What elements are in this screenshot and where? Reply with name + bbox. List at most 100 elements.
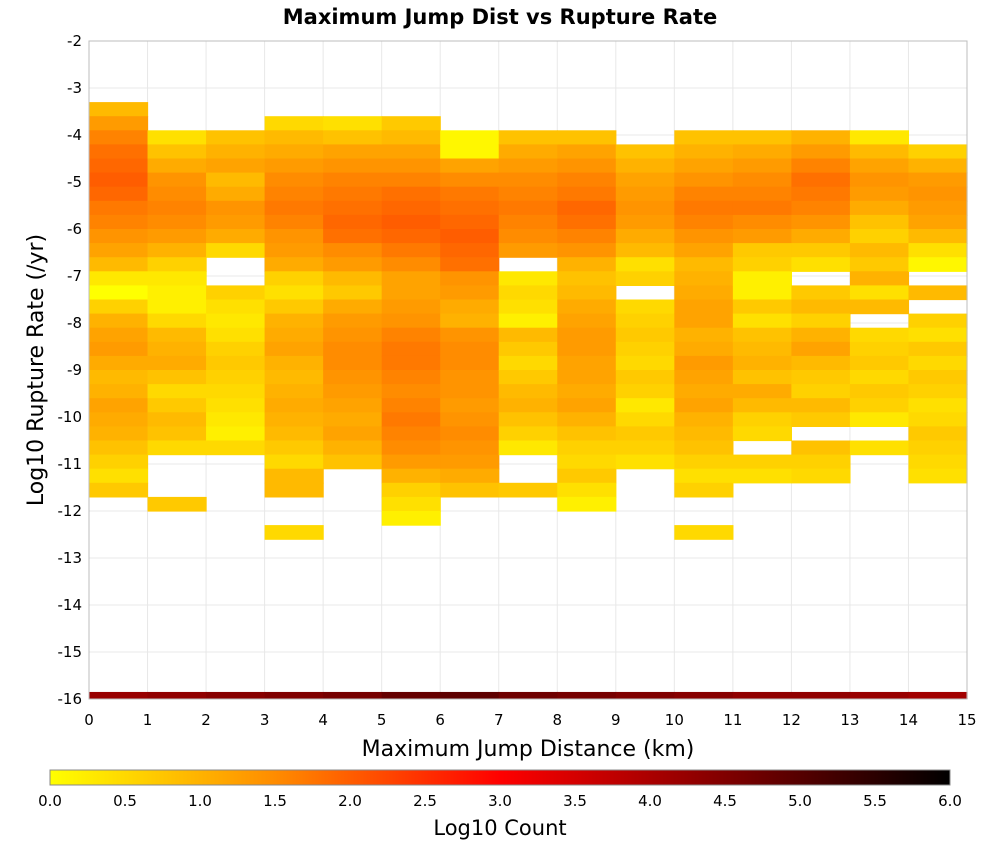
heatmap-cell — [264, 158, 324, 174]
heatmap-cell — [206, 327, 266, 343]
x-tick-label: 9 — [611, 711, 621, 729]
heatmap-cell — [381, 186, 441, 202]
heatmap-cell — [440, 271, 500, 286]
heatmap-cell — [498, 144, 558, 160]
heatmap-cell — [264, 370, 324, 385]
heatmap-cell — [264, 116, 324, 131]
heatmap-cell — [89, 271, 149, 286]
heatmap-cell — [498, 229, 558, 244]
heatmap-cell — [147, 327, 207, 343]
heatmap-cell — [381, 130, 441, 145]
y-tick-label: -11 — [58, 455, 83, 473]
heatmap-cell — [381, 299, 441, 315]
heatmap-cell — [674, 158, 734, 174]
heatmap-cell — [615, 243, 675, 258]
heatmap-cell — [732, 172, 792, 188]
heatmap-cell — [615, 172, 675, 188]
heatmap-cell — [381, 200, 441, 216]
heatmap-cell — [674, 285, 734, 301]
heatmap-cell — [732, 299, 792, 315]
colorbar-tick-label: 0.0 — [38, 792, 62, 810]
heatmap-cell — [615, 229, 675, 244]
heatmap-cell — [381, 172, 441, 188]
heatmap-cell — [557, 691, 617, 699]
heatmap-cell — [908, 172, 968, 188]
heatmap-cell — [557, 327, 617, 343]
x-tick-label: 2 — [201, 711, 211, 729]
heatmap-cell — [557, 341, 617, 357]
heatmap-cell — [264, 285, 324, 301]
heatmap-cell — [674, 186, 734, 202]
heatmap-cell — [791, 398, 851, 413]
heatmap-cell — [908, 412, 968, 427]
heatmap-cell — [791, 158, 851, 174]
heatmap-cell — [440, 214, 500, 230]
heatmap-cell — [791, 130, 851, 145]
heatmap-cell — [674, 243, 734, 258]
heatmap-cell — [615, 327, 675, 343]
heatmap-cell — [147, 426, 207, 442]
heatmap-cell — [615, 398, 675, 413]
heatmap-cell — [206, 243, 266, 258]
heatmap-cell — [674, 271, 734, 286]
heatmap-cell — [89, 186, 149, 202]
heatmap-cell — [498, 426, 558, 442]
colorbar-tick-label: 6.0 — [938, 792, 962, 810]
heatmap-cell — [615, 355, 675, 371]
heatmap-cell — [498, 243, 558, 258]
heatmap-cell — [498, 285, 558, 301]
heatmap-cell — [89, 468, 149, 484]
heatmap-cell — [615, 299, 675, 315]
y-tick-labels: -2 -3 -4 -5 -6 -7 -8 -9 -10 -11 -12 -13 -14 -15 -16 — [58, 32, 83, 708]
heatmap-cell — [791, 355, 851, 371]
heatmap-cell — [206, 398, 266, 413]
heatmap-cell — [323, 299, 383, 315]
heatmap-cell — [498, 327, 558, 343]
heatmap-cell — [674, 313, 734, 329]
heatmap-cell — [323, 271, 383, 286]
heatmap-cell — [908, 243, 968, 258]
heatmap-cell — [323, 440, 383, 456]
heatmap-cell — [557, 186, 617, 202]
heatmap-cell — [381, 496, 441, 512]
heatmap-cell — [264, 440, 324, 456]
heatmap-cell — [89, 243, 149, 258]
heatmap-cell — [791, 214, 851, 230]
heatmap-cell — [849, 130, 910, 145]
heatmap-cell — [674, 257, 734, 272]
heatmap-cell — [849, 243, 910, 258]
heatmap-cell — [732, 384, 792, 399]
heatmap-cell — [615, 200, 675, 216]
y-axis-label: Log10 Rupture Rate (/yr) — [24, 234, 49, 506]
heatmap-cell — [849, 398, 910, 413]
heatmap-cell — [849, 370, 910, 385]
heatmap-cell — [908, 313, 968, 329]
heatmap-cell — [440, 299, 500, 315]
heatmap-cell — [849, 412, 910, 427]
heatmap-cell — [323, 243, 383, 258]
y-tick-label: -12 — [58, 502, 83, 520]
heatmap-cell — [381, 313, 441, 329]
x-tick-label: 11 — [723, 711, 742, 729]
x-tick-label: 10 — [665, 711, 684, 729]
x-tick-label: 7 — [494, 711, 504, 729]
heatmap-cell — [323, 186, 383, 202]
heatmap-cell — [849, 229, 910, 244]
heatmap-cell — [557, 355, 617, 371]
heatmap-cell — [264, 384, 324, 399]
heatmap-cell — [791, 299, 851, 315]
heatmap-cell — [674, 355, 734, 371]
heatmap-cell — [89, 158, 149, 174]
heatmap-cell — [89, 355, 149, 371]
heatmap-cell — [264, 243, 324, 258]
heatmap-cell — [908, 426, 968, 442]
heatmap-cell — [849, 200, 910, 216]
heatmap-cell — [908, 144, 968, 160]
heatmap-cell — [557, 398, 617, 413]
heatmap-cell — [206, 229, 266, 244]
heatmap-cell — [908, 327, 968, 343]
heatmap-cells — [89, 102, 968, 699]
heatmap-cell — [908, 440, 968, 456]
heatmap-cell — [557, 299, 617, 315]
heatmap-cell — [323, 144, 383, 160]
